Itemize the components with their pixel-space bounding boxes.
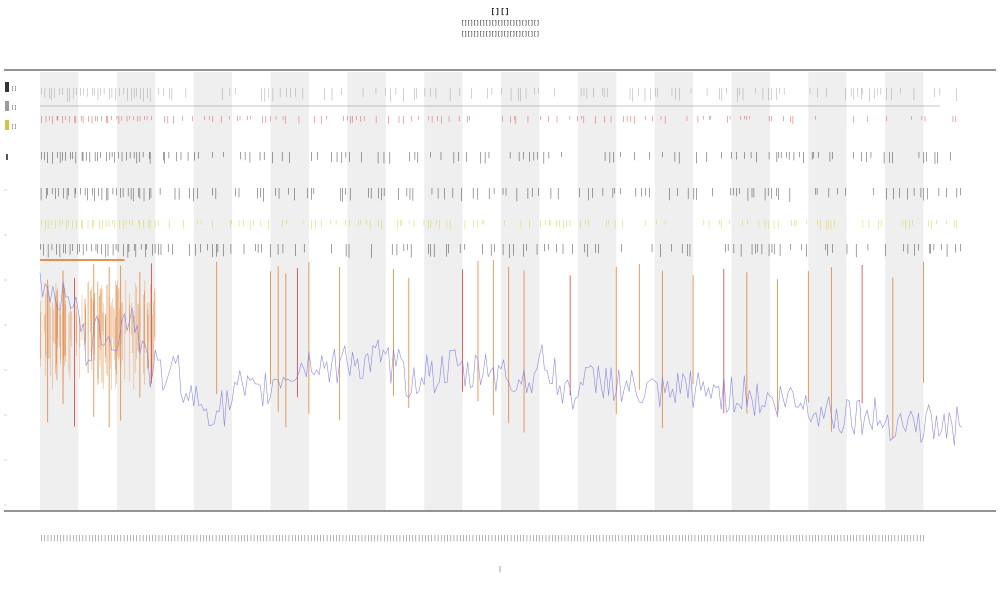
chart-subtitle-1: [][][][][][][][][][][][][] [460, 20, 540, 27]
x-tick-labels: ||||||||||||||||||||||||||||||||||||||||… [40, 535, 925, 542]
shaded-band [501, 72, 540, 510]
shaded-band [731, 72, 770, 510]
shaded-band [116, 72, 156, 510]
series-line [39, 272, 963, 446]
shaded-band [885, 72, 924, 510]
legend-swatch [5, 120, 9, 130]
legend-marker [6, 154, 8, 160]
chart-title: [][] [490, 7, 510, 16]
legend-label: [] [11, 105, 17, 111]
legend-swatch [5, 101, 9, 111]
shaded-band [654, 72, 694, 510]
shaded-band [577, 72, 617, 510]
shaded-band [40, 72, 79, 510]
legend-swatch [5, 82, 9, 92]
legend-label: [] [11, 124, 17, 130]
shaded-band [424, 72, 463, 510]
x-axis-title: | [498, 566, 502, 573]
chart-subtitle-2: [][][][][][][][][][][][][] [460, 31, 540, 38]
title-block: [][] [][][][][][][][][][][][][] [][][][]… [0, 6, 1000, 40]
shaded-band [808, 72, 847, 510]
shaded-band [193, 72, 233, 510]
shaded-band [270, 72, 309, 510]
shaded-band [347, 72, 386, 510]
legend-label: [] [11, 86, 17, 92]
